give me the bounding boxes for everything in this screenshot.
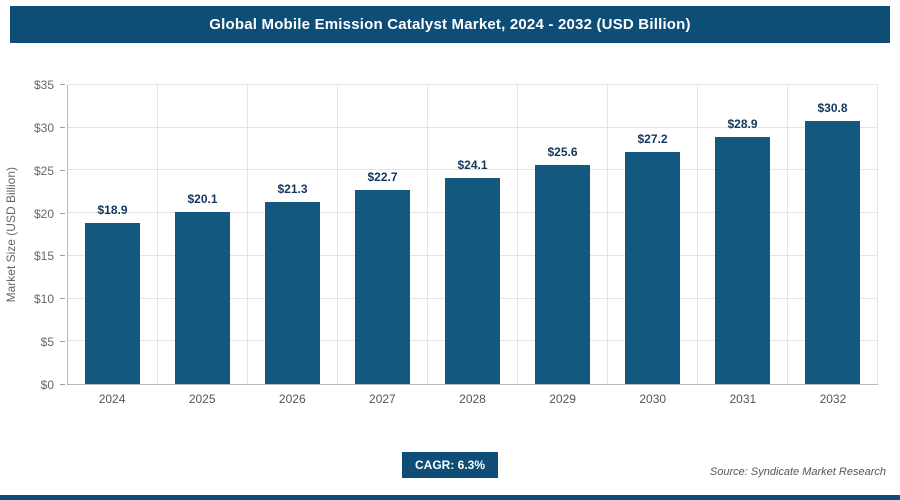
x-axis-label: 2026: [278, 392, 306, 406]
bar-column-2030: $27.2: [608, 85, 698, 384]
bar-value-label: $25.6: [547, 145, 578, 160]
y-tick-label: $25: [33, 163, 54, 178]
y-tick-mark: [60, 341, 65, 343]
bar-value-label: $24.1: [457, 158, 488, 173]
y-tick-label: $10: [33, 292, 54, 307]
gridline: [68, 84, 878, 85]
bar-value-label: $28.9: [727, 117, 758, 132]
chart-title-banner: Global Mobile Emission Catalyst Market, …: [10, 6, 890, 43]
bottom-accent-bar: [0, 495, 900, 500]
chart-title: Global Mobile Emission Catalyst Market, …: [209, 16, 691, 33]
y-tick-mark: [60, 298, 65, 300]
bar-column-2032: $30.8: [788, 85, 878, 384]
bar-2025: [174, 212, 231, 384]
x-axis-label: 2032: [819, 392, 847, 406]
bar-column-2029: $25.6: [518, 85, 608, 384]
bar-value-label: $21.3: [277, 182, 308, 197]
y-tick-mark: [60, 169, 65, 171]
bar-column-2025: $20.1: [158, 85, 248, 384]
y-tick-label: $35: [33, 78, 54, 92]
cagr-badge: CAGR: 6.3%: [401, 452, 499, 478]
bar-column-2026: $21.3: [248, 85, 338, 384]
bar-2024: [84, 222, 141, 384]
plot-area: $18.9 $20.1 $21.3 $22.7 $24.1 $25.6 $27.2 $28.9…: [67, 84, 878, 385]
bar-value-label: $27.2: [637, 131, 668, 146]
bar-2030: [624, 151, 681, 384]
bar-2027: [354, 190, 411, 384]
x-axis-label: 2031: [729, 392, 757, 406]
bar-2031: [714, 137, 771, 384]
x-axis-labels: 2024 2025 2026 2027 2028 2029 2030 2031 2032: [67, 392, 878, 406]
bar-2032: [804, 120, 861, 384]
bar-columns: $18.9 $20.1 $21.3 $22.7 $24.1 $25.6 $27.2 $28.9…: [68, 85, 878, 384]
y-tick-mark: [60, 384, 65, 385]
y-tick-mark: [60, 126, 65, 128]
gridline: [68, 169, 878, 171]
y-tick-label: $5: [40, 335, 54, 350]
y-tick-label: $0: [40, 378, 54, 392]
y-tick-label: $20: [33, 206, 54, 221]
x-axis-label: 2028: [459, 392, 486, 406]
bar-2028: [444, 178, 501, 384]
y-tick-label: $15: [33, 249, 54, 264]
y-tick-mark: [60, 84, 65, 85]
bar-2029: [534, 165, 591, 384]
y-tick-mark: [60, 255, 65, 257]
x-axis-label: 2029: [549, 392, 576, 406]
bar-value-label: $30.8: [817, 100, 848, 115]
bar-2026: [264, 202, 321, 384]
x-axis-label: 2030: [639, 392, 667, 406]
bar-value-label: $22.7: [367, 170, 398, 185]
bar-column-2031: $28.9: [698, 85, 788, 384]
bar-value-label: $20.1: [187, 192, 218, 207]
y-tick-mark: [60, 212, 65, 214]
x-axis-label: 2024: [98, 392, 126, 406]
gridline: [68, 126, 878, 128]
bar-column-2027: $22.7: [338, 85, 428, 384]
bar-column-2028: $24.1: [428, 85, 518, 384]
x-axis-label: 2025: [188, 392, 216, 406]
x-axis-label: 2027: [369, 392, 396, 406]
y-axis-ticks: $0 $5 $10 $15 $20 $25 $30 $35: [0, 78, 66, 392]
bar-value-label: $18.9: [97, 202, 128, 217]
source-text: Source: Syndicate Market Research: [709, 466, 886, 478]
bar-column-2024: $18.9: [68, 85, 158, 384]
y-tick-label: $30: [33, 120, 54, 135]
